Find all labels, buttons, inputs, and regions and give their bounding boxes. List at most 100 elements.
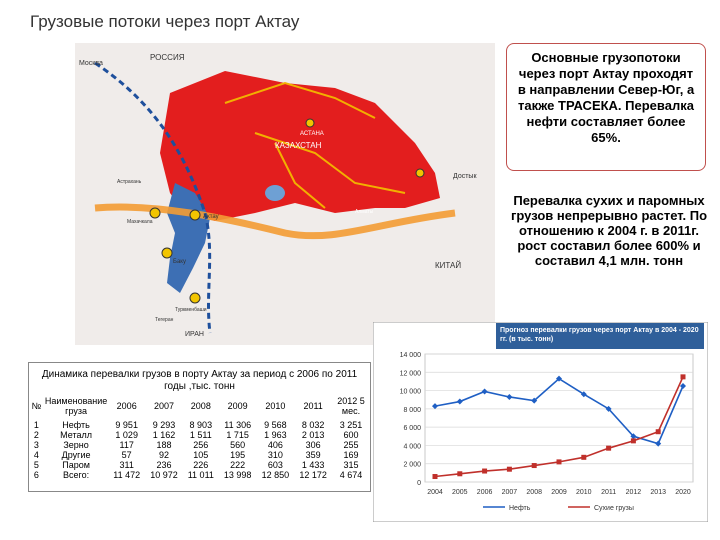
table-cell: 3 <box>33 440 39 450</box>
kazakhstan-region <box>160 71 440 221</box>
map-label-almaty: Алматы <box>355 209 374 215</box>
header-cell: 2007 <box>153 401 174 411</box>
x-tick-label: 2004 <box>427 489 443 496</box>
y-tick-label: 10 000 <box>400 389 422 396</box>
series-point <box>680 374 686 380</box>
table-cell: 10 972 <box>150 470 178 480</box>
table-cell: 226 <box>193 460 209 470</box>
x-tick-label: 2013 <box>650 489 666 496</box>
table-cell: 2 <box>33 430 39 440</box>
table-cell: Металл <box>60 430 92 440</box>
route-map: Москва РОССИЯ АСТАНА КАЗАХСТАН Достык Ак… <box>75 43 495 345</box>
y-tick-label: 8 000 <box>403 407 421 414</box>
series-point <box>581 454 587 460</box>
y-tick-label: 6 000 <box>403 425 421 432</box>
north-south-route <box>94 61 212 334</box>
table-cell: 1 433 <box>301 460 325 470</box>
table-cell: Зерно <box>63 440 89 450</box>
y-tick-label: 4 000 <box>403 443 421 450</box>
x-tick-label: 2006 <box>477 489 493 496</box>
x-tick-label: 2009 <box>551 489 567 496</box>
table-cell: 11 306 <box>224 420 252 430</box>
series-point <box>630 433 637 440</box>
header-cell: Наименование груза <box>44 396 108 416</box>
table-cell: 13 998 <box>223 470 252 480</box>
header-cell: № <box>31 401 42 411</box>
series-point <box>556 375 562 382</box>
header-cell: 2006 <box>116 401 137 411</box>
y-tick-label: 2 000 <box>403 462 421 469</box>
table-row: 2 Металл 1 029 1 162 1 511 1 715 1 963 2 013 600 <box>29 430 370 440</box>
series-point <box>432 403 438 410</box>
table-cell: 105 <box>193 450 209 460</box>
table-cell: 5 <box>33 460 39 470</box>
series-point <box>506 466 512 472</box>
table-cell: 2 013 <box>301 430 325 440</box>
table-caption: Динамика перевалки грузов в порту Актау … <box>41 369 358 392</box>
aral-sea <box>265 185 285 201</box>
x-tick-label: 2007 <box>502 489 518 496</box>
map-label-china: КИТАЙ <box>435 261 461 270</box>
table-cell: 3 251 <box>339 420 363 430</box>
table-cell: 11 011 <box>187 470 214 480</box>
series-point <box>605 405 612 412</box>
map-label-makhachkala: Махачкала <box>127 219 153 225</box>
table-cell: 1 511 <box>189 430 212 440</box>
map-label-dostyk: Достык <box>453 173 477 180</box>
x-tick-label: 2010 <box>576 489 592 496</box>
table-cell: 600 <box>343 430 359 440</box>
table-cell: 1 029 <box>115 430 138 440</box>
table-cell: 1 162 <box>152 430 176 440</box>
callout-main-flows: Основные грузопотоки через порт Актау пр… <box>506 43 706 171</box>
x-tick-label: 2020 <box>675 489 691 496</box>
cargo-table: № Наименование груза 2006 2007 2008 2009… <box>29 396 370 480</box>
table-cell: 188 <box>156 440 172 450</box>
cargo-forecast-chart: 0 2 000 4 000 6 000 8 000 10 000 12 000 14 000 2… <box>373 322 708 522</box>
table-cell: 560 <box>230 440 246 450</box>
port-marker-turkmenbashi <box>189 292 201 304</box>
table-cell: 8 032 <box>301 420 325 430</box>
table-cell: Всего: <box>63 470 90 480</box>
table-cell: 255 <box>343 440 359 450</box>
table-cell: 6 <box>33 470 39 480</box>
header-cell: 2012 5 мес. <box>337 396 365 416</box>
table-cell: 1 715 <box>226 430 249 440</box>
series-point <box>456 398 463 405</box>
table-cell: 117 <box>119 440 134 450</box>
series-point <box>680 383 686 389</box>
callout-dry-cargo: Перевалка сухих и паромных грузов непрер… <box>510 193 708 268</box>
x-tick-label: 2011 <box>601 489 616 496</box>
series-point <box>457 471 463 477</box>
series-point <box>482 468 488 474</box>
legend-label: Нефть <box>509 505 531 512</box>
table-cell: 256 <box>193 440 209 450</box>
series-point <box>481 388 488 395</box>
table-cell: 603 <box>267 460 283 470</box>
series-point <box>655 429 661 435</box>
table-cell: 315 <box>343 460 359 470</box>
series-point <box>506 393 513 400</box>
legend-label: Сухие грузы <box>594 505 634 512</box>
map-label-aktau: Актау <box>203 214 219 220</box>
x-tick-label: 2012 <box>626 489 642 496</box>
table-row: 6 Всего: 11 472 10 972 11 011 13 998 12 850 12 … <box>29 470 370 480</box>
header-cell: 2008 <box>190 401 211 411</box>
slide-title: Грузовые потоки через порт Актау <box>30 12 300 31</box>
series-point <box>531 463 537 469</box>
table-cell: 9 951 <box>115 420 138 430</box>
port-marker-makhachkala <box>149 207 161 219</box>
table-cell: 310 <box>267 450 283 460</box>
chart-title: Прогноз перевалки грузов через порт Акта… <box>496 323 704 349</box>
series-point <box>432 474 438 480</box>
table-cell: Нефть <box>62 420 90 430</box>
map-label-kazakhstan: КАЗАХСТАН <box>275 141 322 150</box>
table-cell: 4 674 <box>339 470 363 480</box>
x-tick-label: 2008 <box>526 489 542 496</box>
rail-lines <box>224 81 406 209</box>
map-label-russia: РОССИЯ <box>150 53 185 62</box>
y-tick-label: 14 000 <box>400 352 422 359</box>
map-label-turkmenbashi: Туркменбаши <box>175 307 207 313</box>
table-cell: 195 <box>230 450 246 460</box>
map-label-tehran: Тегеран <box>155 317 174 323</box>
header-cell: 2009 <box>227 401 248 411</box>
